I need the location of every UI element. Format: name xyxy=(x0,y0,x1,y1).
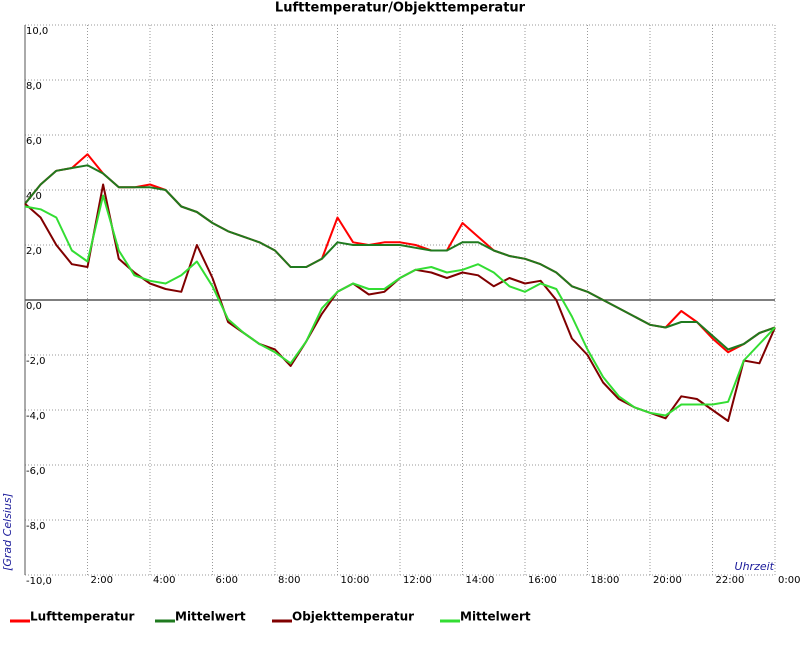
x-tick-label: 0:00 xyxy=(778,575,800,586)
x-tick-label: 14:00 xyxy=(466,575,495,586)
legend-label: Mittelwert xyxy=(175,610,246,624)
series-line xyxy=(24,164,776,351)
legend-label: Lufttemperatur xyxy=(30,610,135,624)
y-tick-label: -4,0 xyxy=(26,411,46,422)
x-tick-label: 20:00 xyxy=(653,575,682,586)
y-tick-label: -6,0 xyxy=(26,466,46,477)
x-axis-label: Uhrzeit xyxy=(735,560,775,573)
y-tick-label: 6,0 xyxy=(26,136,42,147)
y-tick-label: 4,0 xyxy=(26,191,42,202)
y-tick-label: 10,0 xyxy=(26,26,48,37)
legend-label: Mittelwert xyxy=(460,610,531,624)
x-tick-label: 2:00 xyxy=(91,575,113,586)
y-axis-label: [Grad Celsius] xyxy=(1,493,14,571)
y-tick-label: 8,0 xyxy=(26,81,42,92)
x-tick-label: 22:00 xyxy=(716,575,745,586)
x-tick-label: 6:00 xyxy=(216,575,238,586)
y-tick-label: -8,0 xyxy=(26,521,46,532)
x-tick-label: 8:00 xyxy=(278,575,300,586)
x-tick-label: 16:00 xyxy=(528,575,557,586)
y-tick-label: -10,0 xyxy=(26,576,52,587)
x-tick-label: 10:00 xyxy=(341,575,370,586)
x-tick-label: 4:00 xyxy=(153,575,175,586)
legend-label: Objekttemperatur xyxy=(292,610,414,624)
x-tick-label: 12:00 xyxy=(403,575,432,586)
chart-title: Lufttemperatur/Objekttemperatur xyxy=(275,1,526,16)
y-tick-label: -2,0 xyxy=(26,356,46,367)
y-tick-label: 0,0 xyxy=(26,301,42,312)
y-tick-label: 2,0 xyxy=(26,246,42,257)
series-line xyxy=(24,194,776,417)
x-tick-label: 18:00 xyxy=(591,575,620,586)
